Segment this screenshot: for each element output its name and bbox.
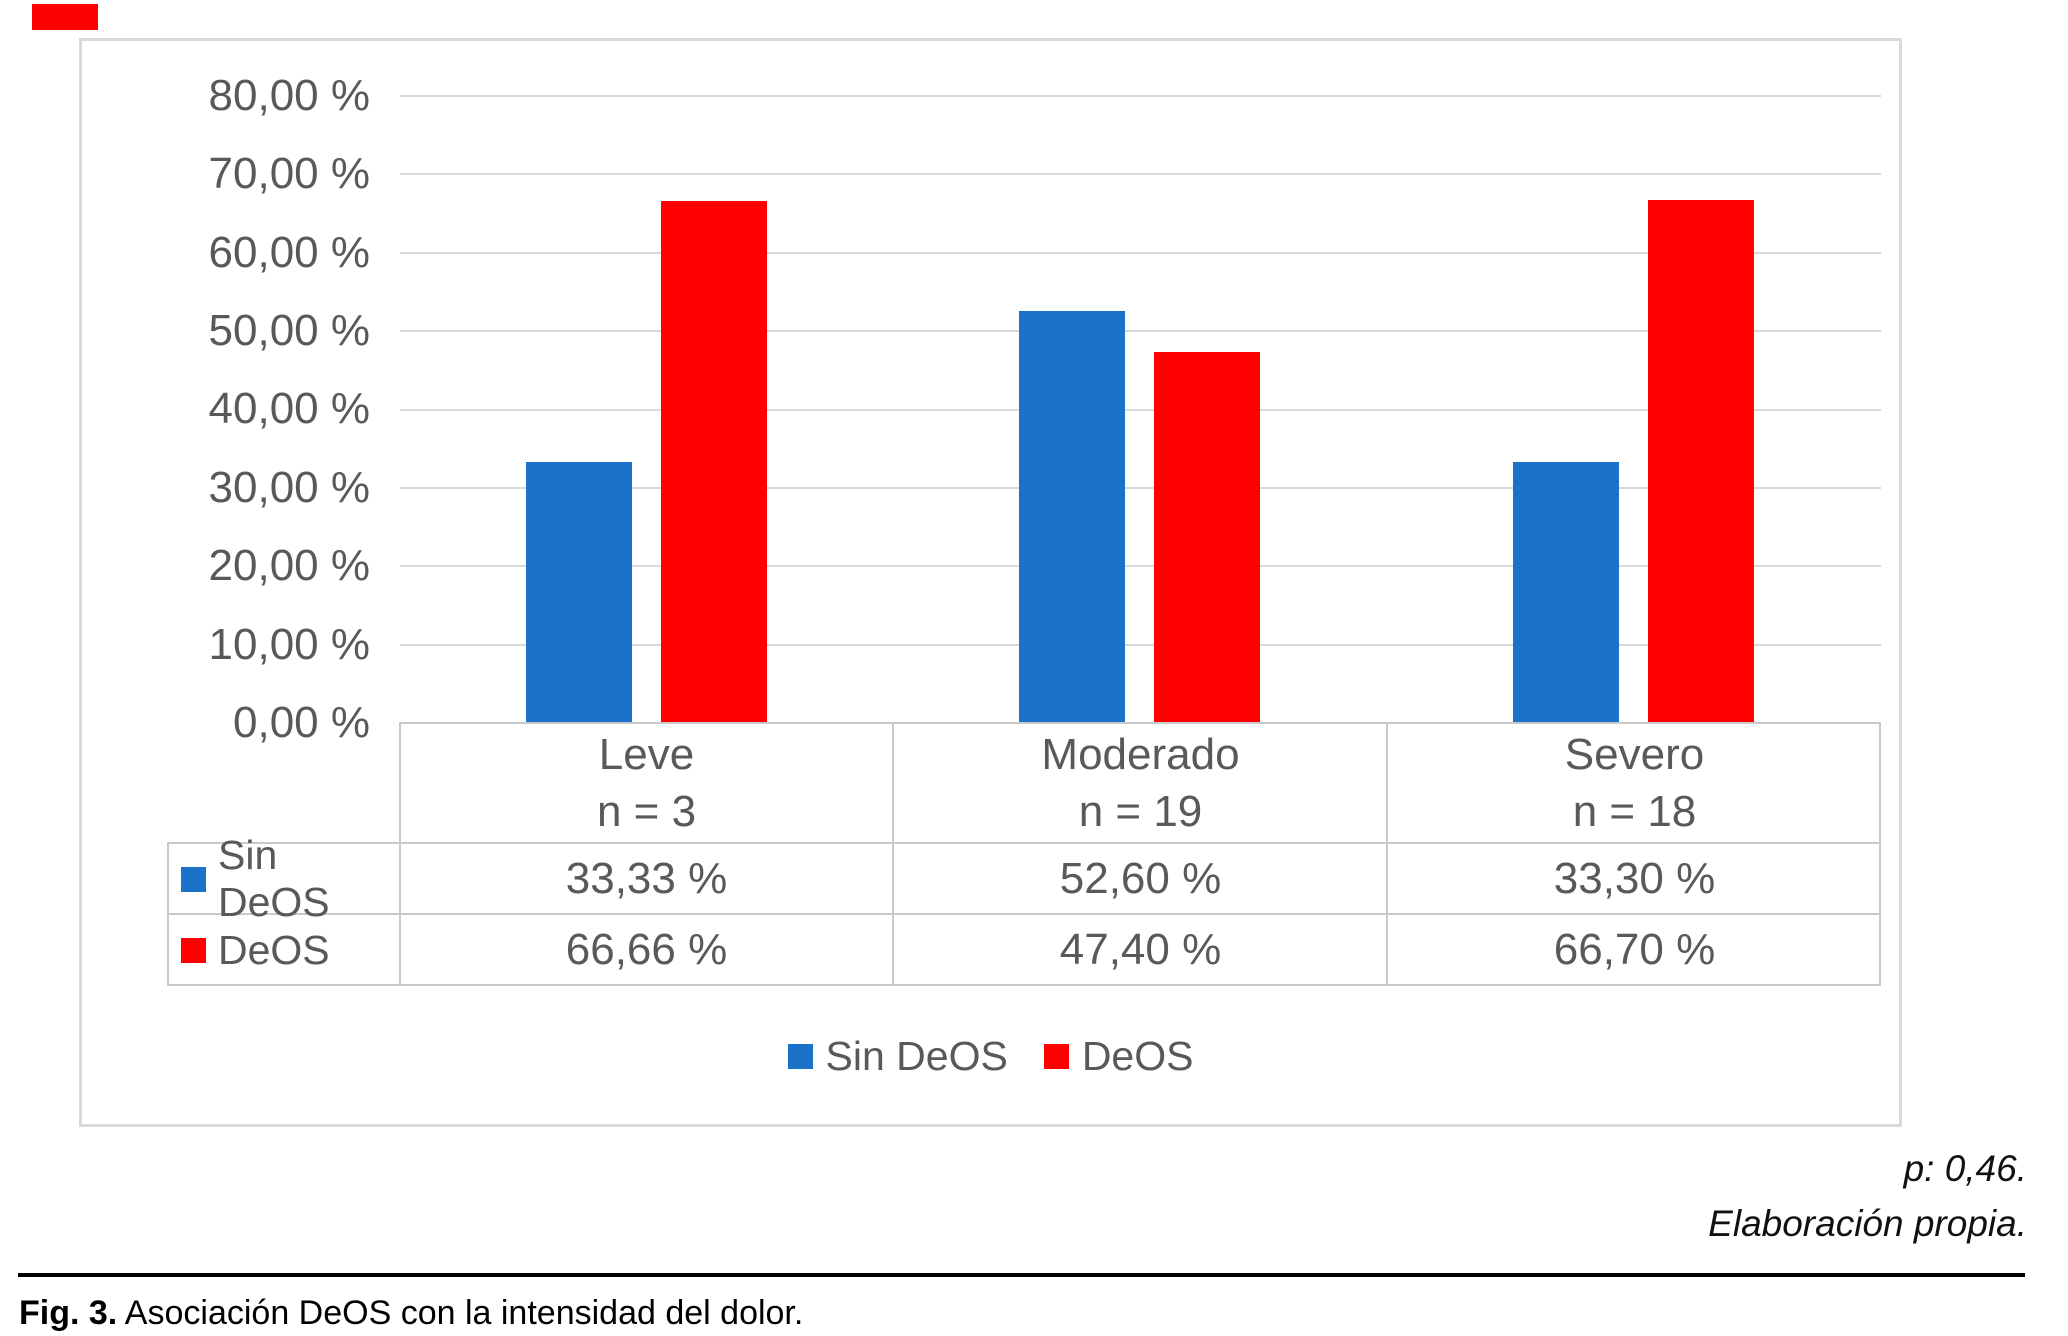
y-tick-label: 40,00 % bbox=[208, 384, 370, 433]
legend-item-deos: DeOS bbox=[1043, 1032, 1194, 1080]
gridline bbox=[400, 252, 1881, 254]
figure-caption-text: Asociación DeOS con la intensidad del do… bbox=[117, 1294, 804, 1332]
table-value: 33,33 % bbox=[565, 854, 728, 903]
y-tick-label: 70,00 % bbox=[208, 149, 370, 198]
bar-deos-leve bbox=[661, 201, 767, 723]
y-tick-label: 50,00 % bbox=[208, 306, 370, 355]
table-border bbox=[167, 842, 169, 986]
legend-label: Sin DeOS bbox=[825, 1032, 1008, 1079]
table-border bbox=[167, 913, 1881, 915]
category-n-label: n = 3 bbox=[596, 787, 697, 836]
legend-item-sin-deos: Sin DeOS bbox=[787, 1032, 1008, 1080]
gridline bbox=[400, 95, 1881, 97]
table-border bbox=[1386, 722, 1388, 986]
table-value: 52,60 % bbox=[1059, 854, 1222, 903]
deos-key-swatch bbox=[181, 937, 206, 963]
category-n-label: n = 18 bbox=[1572, 787, 1697, 836]
source-note: Elaboración propia. bbox=[1708, 1203, 2027, 1244]
gridline bbox=[400, 644, 1881, 646]
category-n-label: n = 19 bbox=[1078, 787, 1203, 836]
table-value: 47,40 % bbox=[1059, 925, 1222, 974]
table-border bbox=[399, 722, 401, 986]
bar-sin-deos-moderado bbox=[1019, 311, 1125, 723]
table-border bbox=[892, 722, 894, 986]
y-tick-label: 10,00 % bbox=[208, 620, 370, 669]
table-header-severo: Severo n = 18 bbox=[1388, 723, 1881, 843]
series-label: Sin DeOS bbox=[218, 832, 330, 925]
y-tick-label: 30,00 % bbox=[208, 463, 370, 512]
y-tick-label: 60,00 % bbox=[208, 228, 370, 277]
table-header-leve: Leve n = 3 bbox=[400, 723, 893, 843]
red-highlight-marker bbox=[32, 4, 98, 30]
p-value-note: p: 0,46. bbox=[1903, 1148, 2027, 1189]
bar-sin-deos-leve bbox=[526, 462, 632, 723]
y-tick-label: 80,00 % bbox=[208, 71, 370, 120]
gridline bbox=[400, 487, 1881, 489]
category-label: Leve bbox=[598, 730, 695, 779]
table-value: 66,70 % bbox=[1553, 925, 1716, 974]
table-value: 33,30 % bbox=[1553, 854, 1716, 903]
sin-deos-key-swatch bbox=[181, 866, 206, 892]
figure-caption-label: Fig. 3. bbox=[19, 1294, 118, 1332]
gridline bbox=[400, 409, 1881, 411]
y-tick-label: 20,00 % bbox=[208, 541, 370, 590]
category-label: Severo bbox=[1564, 730, 1705, 779]
deos-legend-swatch bbox=[1043, 1043, 1069, 1069]
caption-rule bbox=[18, 1273, 2025, 1277]
category-label: Moderado bbox=[1041, 730, 1240, 779]
gridline bbox=[400, 330, 1881, 332]
table-border bbox=[1879, 722, 1881, 986]
figure-caption: Fig. 3. Asociación DeOS con la intensida… bbox=[19, 1292, 803, 1334]
gridline bbox=[400, 173, 1881, 175]
bar-deos-severo bbox=[1648, 200, 1754, 723]
table-row-label-sin-deos: Sin DeOS bbox=[167, 832, 399, 925]
table-border bbox=[167, 842, 1881, 844]
table-row-label-deos: DeOS bbox=[167, 915, 399, 985]
legend-label: DeOS bbox=[1081, 1032, 1194, 1079]
table-header-moderado: Moderado n = 19 bbox=[894, 723, 1387, 843]
gridline bbox=[400, 565, 1881, 567]
y-tick-label: 0,00 % bbox=[233, 698, 370, 747]
table-value: 66,66 % bbox=[565, 925, 728, 974]
table-border bbox=[167, 984, 1881, 986]
bar-sin-deos-severo bbox=[1513, 462, 1619, 723]
bar-deos-moderado bbox=[1154, 352, 1260, 723]
chart-legend: Sin DeOS DeOS bbox=[79, 1032, 1902, 1080]
sin-deos-legend-swatch bbox=[787, 1043, 813, 1069]
table-border bbox=[400, 722, 1881, 724]
series-label: DeOS bbox=[218, 926, 330, 973]
